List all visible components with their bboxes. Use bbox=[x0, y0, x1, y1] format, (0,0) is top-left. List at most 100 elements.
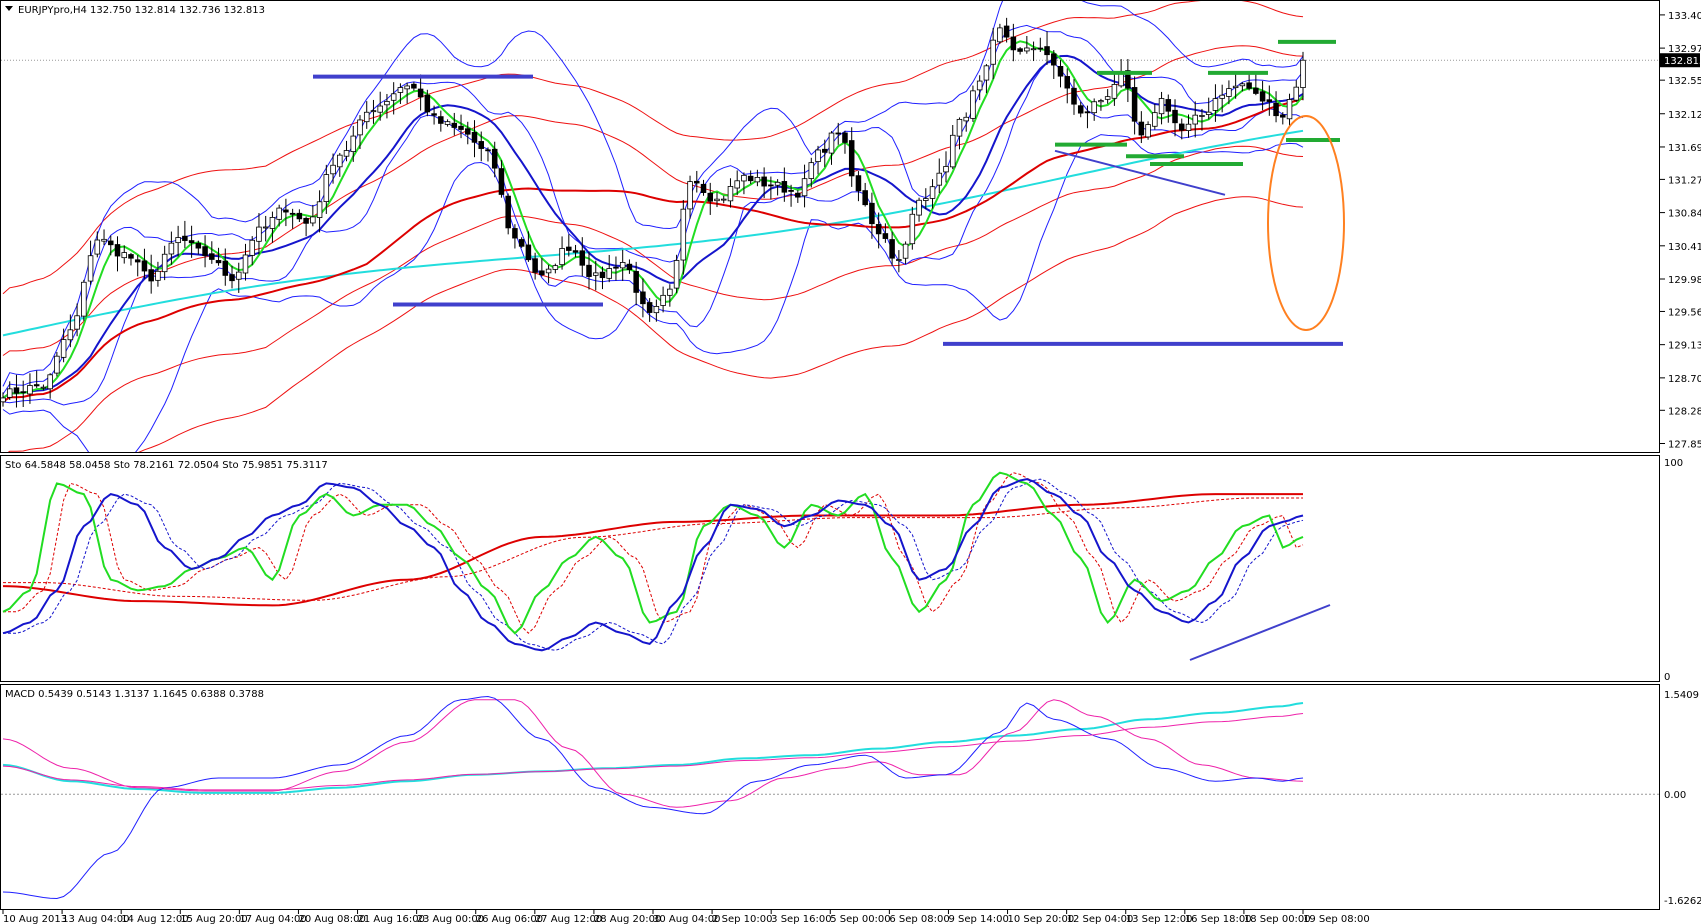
candle-body bbox=[54, 355, 60, 374]
candle-body bbox=[626, 263, 633, 271]
time-tick-label: 28 Aug 20:00 bbox=[594, 914, 661, 924]
price-tick-label: 128.700 bbox=[1668, 374, 1701, 385]
candle-body bbox=[512, 228, 518, 239]
candle-body bbox=[795, 192, 801, 198]
candle bbox=[121, 245, 128, 264]
envelope-lower-inner bbox=[7, 145, 1304, 452]
candle-body bbox=[363, 111, 370, 123]
candle bbox=[94, 231, 101, 258]
candle-body bbox=[384, 101, 390, 106]
candle bbox=[559, 236, 565, 270]
candle-body bbox=[525, 244, 532, 261]
stochastic-panel[interactable] bbox=[0, 455, 1660, 682]
candle-body bbox=[714, 198, 720, 202]
candle bbox=[1152, 103, 1158, 130]
candle bbox=[1239, 82, 1246, 92]
candle-body bbox=[559, 248, 565, 266]
price-tick-label: 132.555 bbox=[1668, 76, 1701, 87]
candle bbox=[249, 236, 255, 266]
time-tick-label: 12 Sep 04:00 bbox=[1067, 914, 1134, 924]
candle bbox=[795, 190, 801, 203]
candle bbox=[1246, 73, 1252, 91]
candle bbox=[1266, 85, 1273, 116]
candle bbox=[276, 204, 282, 227]
candle bbox=[1098, 98, 1104, 111]
time-tick-label: 18 Sep 00:00 bbox=[1244, 914, 1311, 924]
candle-body bbox=[754, 176, 761, 183]
candle-body bbox=[60, 339, 67, 358]
candle bbox=[1259, 80, 1266, 111]
candle bbox=[525, 231, 532, 262]
candle-body bbox=[633, 271, 639, 293]
candle bbox=[882, 223, 889, 243]
candle bbox=[545, 264, 552, 284]
macd-title: MACD 0.5439 0.5143 1.3137 1.1645 0.6388 … bbox=[5, 689, 264, 700]
macd-plot bbox=[1, 695, 1659, 900]
candle bbox=[747, 170, 754, 184]
candle-body bbox=[40, 386, 47, 389]
candle bbox=[1199, 108, 1205, 131]
price-tick-label: 131.270 bbox=[1668, 175, 1701, 186]
main-title: EURJPYpro,H4 132.750 132.814 132.736 132… bbox=[18, 5, 265, 16]
candle bbox=[963, 112, 969, 132]
candle-body bbox=[552, 265, 559, 270]
candle-body bbox=[1192, 114, 1198, 125]
candle-body bbox=[956, 118, 963, 137]
candle bbox=[1111, 74, 1118, 106]
candle bbox=[27, 373, 33, 404]
candle-body bbox=[330, 164, 336, 175]
candle bbox=[350, 125, 357, 162]
candle-body bbox=[1138, 121, 1145, 136]
candle-body bbox=[640, 291, 646, 305]
bollinger-inner-lower bbox=[2, 61, 1304, 406]
candle bbox=[875, 212, 882, 249]
candle bbox=[1178, 118, 1185, 140]
candle bbox=[431, 105, 437, 125]
macd-panel[interactable] bbox=[0, 684, 1660, 910]
candle-body bbox=[471, 132, 478, 143]
candle bbox=[296, 209, 303, 223]
candle-body bbox=[734, 180, 740, 189]
candle-body bbox=[747, 175, 754, 182]
time-tick-label: 19 Sep 08:00 bbox=[1303, 914, 1370, 924]
candle bbox=[1003, 17, 1010, 43]
candle bbox=[842, 130, 848, 154]
candle bbox=[215, 247, 222, 266]
dropdown-arrow-icon[interactable] bbox=[5, 6, 13, 11]
candle-body bbox=[1024, 47, 1030, 52]
macd-tick-label: 1.5409 bbox=[1664, 690, 1699, 701]
candle-body bbox=[195, 242, 202, 249]
candle-body bbox=[1158, 98, 1165, 115]
candle bbox=[640, 278, 646, 318]
candle-body bbox=[491, 148, 498, 169]
candle-body bbox=[1030, 48, 1037, 51]
candle bbox=[653, 299, 660, 322]
candle bbox=[465, 121, 471, 145]
candle-body bbox=[155, 270, 161, 281]
candle bbox=[67, 314, 74, 348]
candle bbox=[424, 89, 431, 117]
candle-body bbox=[411, 83, 417, 89]
candle bbox=[943, 151, 949, 183]
candle bbox=[781, 167, 788, 202]
candle bbox=[438, 110, 444, 132]
candle bbox=[599, 266, 606, 290]
candle bbox=[862, 182, 868, 207]
candle-body bbox=[869, 202, 875, 225]
candle bbox=[714, 192, 720, 208]
candle-body bbox=[660, 294, 666, 306]
candle-body bbox=[337, 154, 343, 168]
candle-body bbox=[316, 201, 323, 218]
candle bbox=[1158, 91, 1165, 125]
candle bbox=[1300, 51, 1306, 101]
candle bbox=[13, 374, 20, 408]
candle-body bbox=[599, 271, 606, 279]
candle bbox=[310, 204, 316, 227]
candle-body bbox=[963, 116, 969, 122]
candle-body bbox=[929, 186, 936, 199]
time-tick-label: 27 Aug 12:00 bbox=[535, 914, 602, 924]
candle bbox=[552, 263, 559, 274]
candle bbox=[1192, 101, 1198, 138]
sto-tick-label: 100 bbox=[1664, 458, 1683, 469]
